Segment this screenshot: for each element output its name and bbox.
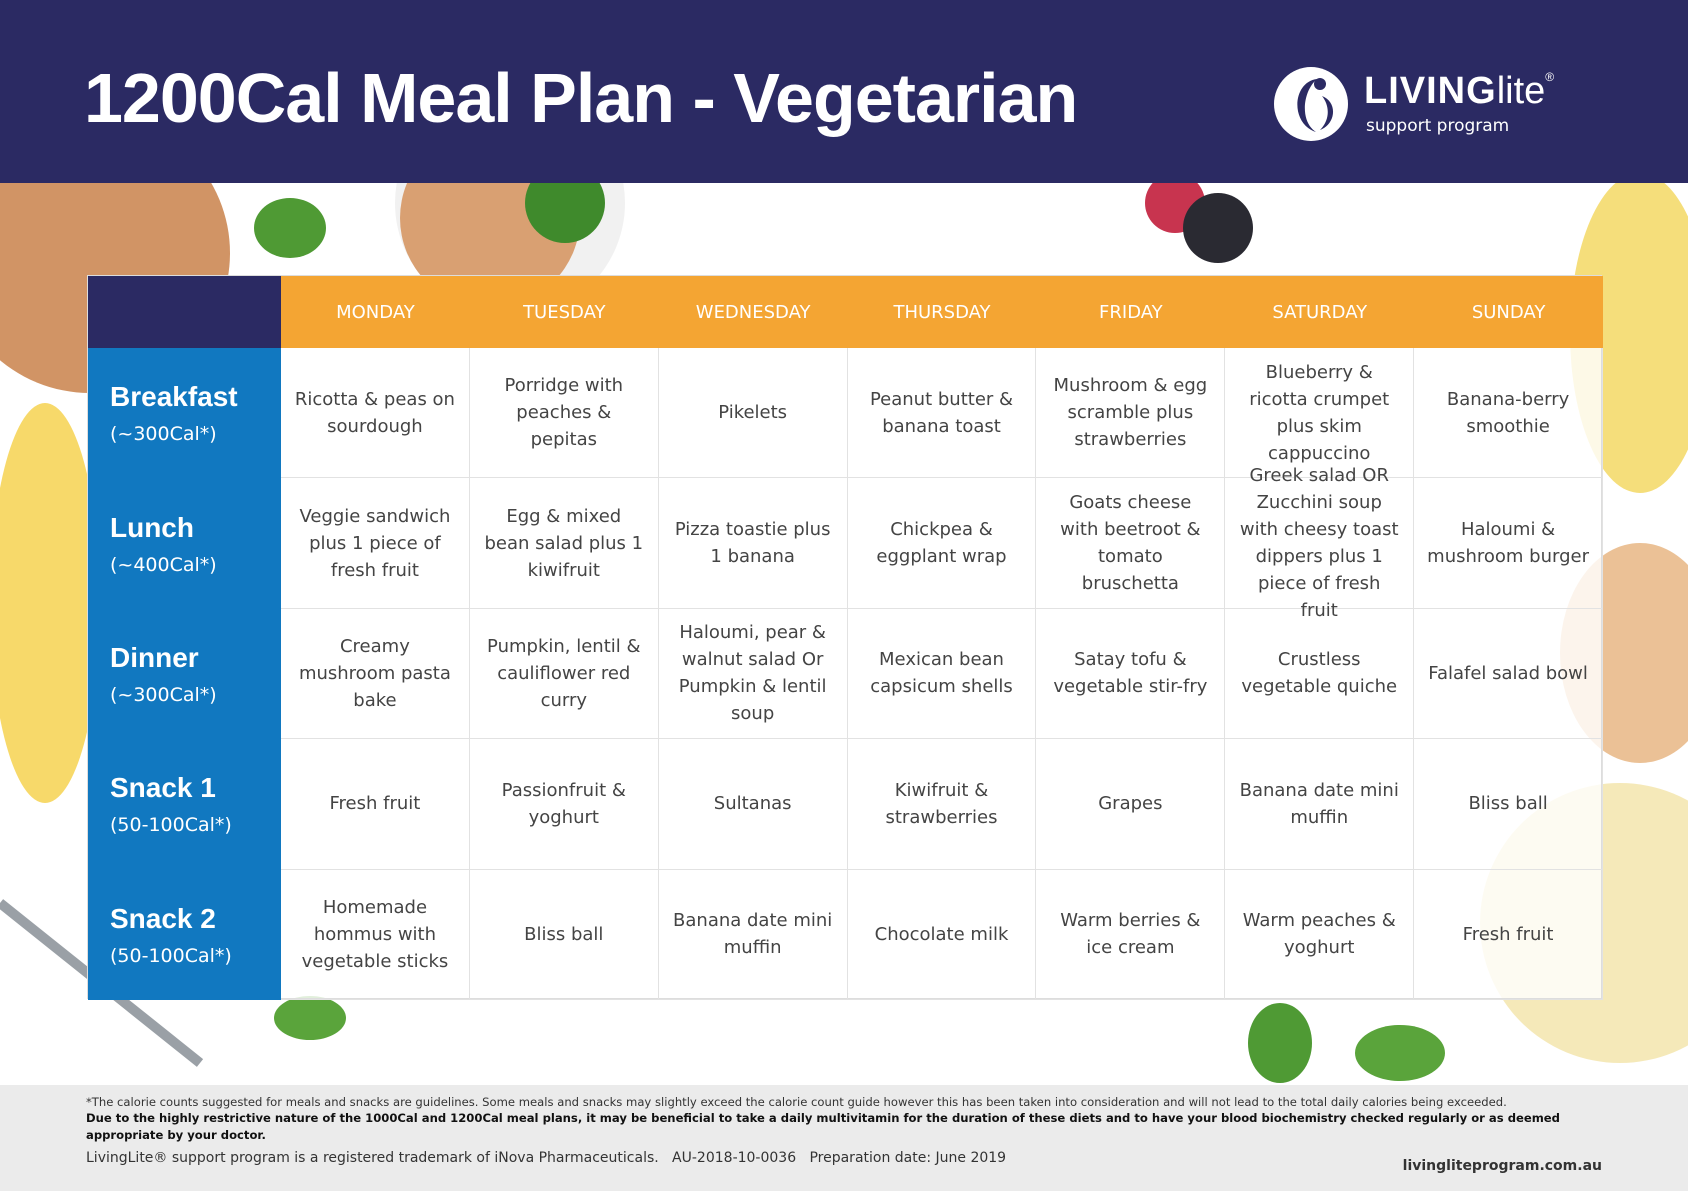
footer: *The calorie counts suggested for meals … <box>0 1085 1688 1191</box>
brand: LIVINGlite® <box>1364 70 1554 113</box>
meal-calories: (50-100Cal*) <box>110 814 232 837</box>
meal-cell: Haloumi, pear & walnut salad Or Pumpkin … <box>658 608 848 740</box>
meal-cell: Banana date mini muffin <box>1225 739 1415 870</box>
meal-cell: Falafel salad bowl <box>1414 608 1604 740</box>
day-header: WEDNESDAY <box>658 276 848 348</box>
meal-calories: (50-100Cal*) <box>110 944 232 967</box>
meal-cell: Mushroom & egg scramble plus strawberrie… <box>1036 348 1226 479</box>
meal-cell: Blueberry & ricotta crumpet plus skim ca… <box>1225 348 1415 479</box>
meal-label: Lunch (~400Cal*) <box>88 478 281 609</box>
day-header: THURSDAY <box>847 276 1037 348</box>
meal-cell: Chickpea & eggplant wrap <box>847 478 1037 609</box>
meal-table: MONDAY TUESDAY WEDNESDAY THURSDAY FRIDAY SATU… <box>87 275 1604 1000</box>
meal-cell: Crustless vegetable quiche <box>1225 608 1415 740</box>
meal-calories: (~400Cal*) <box>110 553 217 576</box>
meal-cell: Homemade hommus with vegetable sticks <box>281 869 470 1000</box>
title: 1200Cal Meal Plan - Vegetarian <box>84 59 1078 137</box>
meal-cell: Warm berries & ice cream <box>1036 869 1226 1000</box>
meal-cell: Fresh fruit <box>281 739 470 870</box>
meal-cell: Mexican bean capsicum shells <box>847 608 1037 740</box>
meal-cell: Chocolate milk <box>847 869 1037 1000</box>
meal-cell: Warm peaches & yoghurt <box>1225 869 1415 1000</box>
day-header: SUNDAY <box>1414 276 1604 348</box>
day-header: SATURDAY <box>1225 276 1415 348</box>
meal-cell: Bliss ball <box>469 869 659 1000</box>
meal-cell: Ricotta & peas on sourdough <box>281 348 470 479</box>
meal-cell: Peanut butter & banana toast <box>847 348 1037 479</box>
meal-cell: Haloumi & mushroom burger <box>1414 478 1604 609</box>
meal-label: Snack 1 (50-100Cal*) <box>88 739 281 870</box>
meal-calories: (~300Cal*) <box>110 423 217 446</box>
logo-icon <box>1274 67 1348 141</box>
meal-name: Dinner <box>110 641 199 673</box>
meal-cell: Pikelets <box>658 348 848 479</box>
meal-label: Breakfast (~300Cal*) <box>88 348 281 479</box>
meal-cell: Egg & mixed bean salad plus 1 kiwifruit <box>469 478 659 609</box>
meal-cell: Pizza toastie plus 1 banana <box>658 478 848 609</box>
meal-name: Snack 2 <box>110 902 216 934</box>
tagline: support program <box>1366 116 1510 136</box>
meal-label: Dinner (~300Cal*) <box>88 608 281 740</box>
meal-name: Snack 1 <box>110 772 216 804</box>
brand-reg: ® <box>1545 70 1555 84</box>
brand-light: lite <box>1496 70 1546 112</box>
meal-cell: Sultanas <box>658 739 848 870</box>
warning: Due to the highly restrictive nature of … <box>86 1111 1560 1142</box>
day-header: TUESDAY <box>469 276 659 348</box>
logo: LIVINGlite® support program <box>1272 64 1612 144</box>
meal-cell: Passionfruit & yoghurt <box>469 739 659 870</box>
meal-cell: Creamy mushroom pasta bake <box>281 608 470 740</box>
meal-cell: Fresh fruit <box>1414 869 1604 1000</box>
meal-cell: Grapes <box>1036 739 1226 870</box>
meal-cell: Pumpkin, lentil & cauliflower red curry <box>469 608 659 740</box>
meal-cell: Kiwifruit & strawberries <box>847 739 1037 870</box>
brand-caps: LIVING <box>1364 70 1497 112</box>
meal-cell: Goats cheese with beetroot & tomato brus… <box>1036 478 1226 609</box>
meal-cell: Banana-berry smoothie <box>1414 348 1604 479</box>
meal-cell: Bliss ball <box>1414 739 1604 870</box>
footnote: *The calorie counts suggested for meals … <box>86 1095 1507 1109</box>
meal-name: Lunch <box>110 511 194 543</box>
meal-cell: Greek salad OR Zucchini soup with cheesy… <box>1225 465 1415 621</box>
meal-cell: Satay tofu & vegetable stir-fry <box>1036 608 1226 740</box>
header: 1200Cal Meal Plan - Vegetarian LIVINGlit… <box>0 0 1688 183</box>
trademark: LivingLite® support program is a registe… <box>86 1150 1007 1166</box>
day-header: MONDAY <box>281 276 470 348</box>
meal-cell: Banana date mini muffin <box>658 869 848 1000</box>
day-header: FRIDAY <box>1036 276 1226 348</box>
meal-cell: Porridge with peaches & pepitas <box>469 348 659 479</box>
meal-name: Breakfast <box>110 381 238 413</box>
meal-label: Snack 2 (50-100Cal*) <box>88 869 281 1000</box>
meal-cell: Veggie sandwich plus 1 piece of fresh fr… <box>281 478 470 609</box>
corner-cell <box>88 276 281 348</box>
website: livingliteprogram.com.au <box>1402 1158 1602 1174</box>
meal-calories: (~300Cal*) <box>110 683 217 706</box>
